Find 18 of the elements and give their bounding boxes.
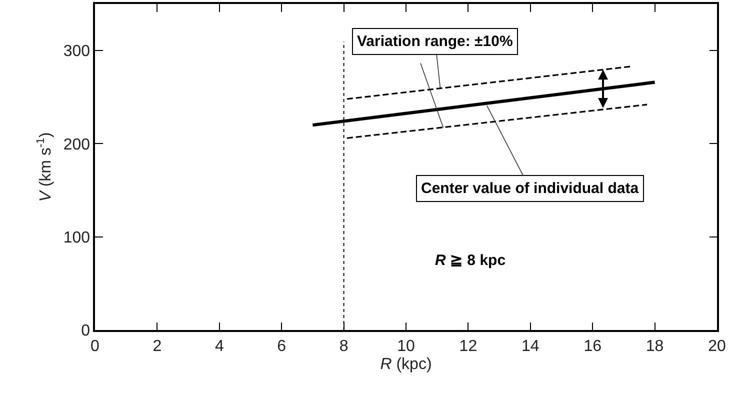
y-tick-label: 200: [63, 136, 90, 154]
x-tick-label: 12: [459, 338, 478, 355]
y-tick-label: 100: [63, 229, 90, 246]
x-tick-label: 16: [584, 338, 602, 355]
x-tick-label: 18: [646, 338, 664, 355]
x-tick-label: 6: [277, 338, 286, 355]
x-tick-label: 2: [152, 338, 162, 355]
x-tick-label: 8: [339, 338, 348, 355]
annotation: Center value of individual data: [421, 180, 640, 197]
y-tick-label: 300: [63, 43, 90, 60]
x-tick-label: 20: [708, 338, 726, 355]
annotation: R ≧ 8 kpc: [435, 252, 506, 269]
x-tick-label: 14: [522, 338, 540, 355]
annotation: Variation range: ±10%: [357, 33, 513, 50]
x-tick-label: 10: [397, 338, 415, 355]
y-tick-label: 0: [81, 322, 90, 340]
x-axis-title: R (kpc): [380, 356, 432, 374]
x-tick-label: 4: [214, 338, 224, 355]
